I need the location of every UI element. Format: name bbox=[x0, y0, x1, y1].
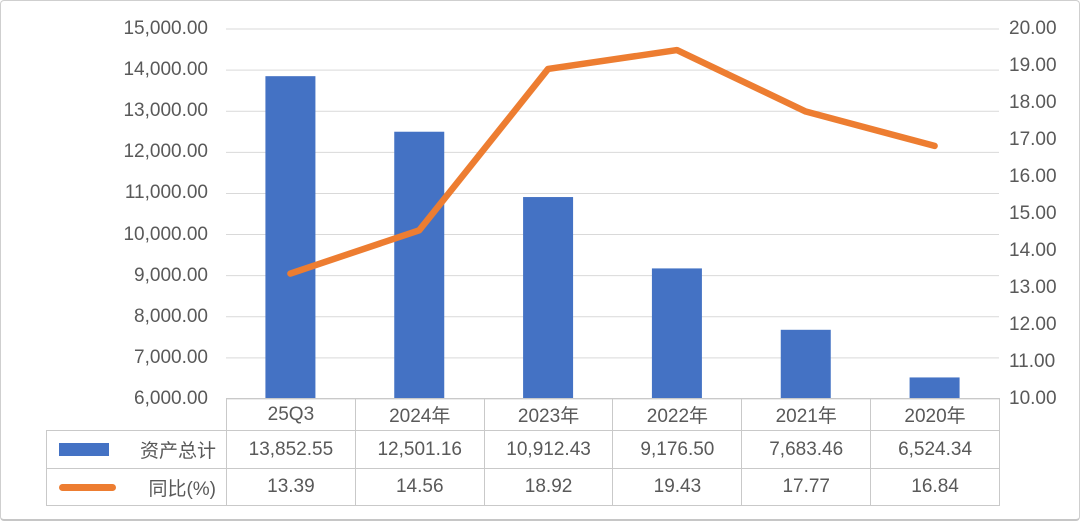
line-series bbox=[287, 46, 938, 277]
data-table: 25Q3 2024年 2023年 2022年 2021年 2020年资产总计 13,852.… bbox=[46, 398, 1000, 506]
bar bbox=[265, 76, 316, 399]
table-header-cell: 2021年 bbox=[741, 398, 872, 431]
table-header-cell: 2024年 bbox=[354, 398, 485, 431]
legend-key: 资产总计 bbox=[48, 436, 226, 463]
y-right-tick-label: 17.00 bbox=[1009, 129, 1057, 150]
y-left-tick-label: 13,000.00 bbox=[123, 100, 208, 122]
y-right-tick-label: 19.00 bbox=[1009, 55, 1057, 76]
y-left-tick-label: 7,000.00 bbox=[134, 346, 208, 368]
y-right-tick-label: 15.00 bbox=[1009, 203, 1057, 224]
y-left-tick-label: 10,000.00 bbox=[123, 223, 208, 245]
table-value-cell: 13,852.55 bbox=[226, 430, 356, 469]
bar bbox=[909, 377, 960, 399]
y-left-tick-label: 14,000.00 bbox=[123, 59, 208, 81]
bar-series-swatch-icon bbox=[59, 443, 109, 456]
table-value-cell: 6,524.34 bbox=[870, 430, 1000, 469]
table-value-cell: 12,501.16 bbox=[354, 430, 485, 469]
table-value-cell: 13.39 bbox=[226, 468, 356, 506]
table-header-cell: 25Q3 bbox=[226, 398, 356, 431]
line-series-swatch-icon bbox=[59, 483, 116, 491]
y-right-tick-label: 14.00 bbox=[1009, 240, 1057, 261]
y-axis-right: 20.00 19.00 18.00 17.00 16.00 15.00 14.00 13.00… bbox=[1009, 1, 1079, 519]
table-row: 资产总计 13,852.55 12,501.16 10,912.43 9,176.50 7… bbox=[46, 430, 1000, 469]
table-value-cell: 16.84 bbox=[870, 468, 1000, 506]
y-right-tick-label: 13.00 bbox=[1009, 277, 1057, 298]
y-right-tick-label: 20.00 bbox=[1009, 18, 1057, 39]
table-value-cell: 14.56 bbox=[354, 468, 485, 506]
table-value-cell: 7,683.46 bbox=[741, 430, 872, 469]
y-right-tick-label: 18.00 bbox=[1009, 92, 1057, 113]
y-left-tick-label: 9,000.00 bbox=[134, 264, 208, 286]
y-axis-left: 15,000.00 14,000.00 13,000.00 12,000.00 11,0… bbox=[1, 1, 208, 519]
table-value-cell: 18.92 bbox=[483, 468, 614, 506]
bar bbox=[523, 197, 574, 399]
table-body: 25Q3 2024年 2023年 2022年 2021年 2020年资产总计 13,852.… bbox=[46, 398, 1000, 506]
legend-cell: 同比(%) bbox=[46, 468, 227, 506]
table-value-cell: 9,176.50 bbox=[612, 430, 743, 469]
table-row: 同比(%) 13.39 14.56 18.92 19.43 17.77 16.84 bbox=[46, 468, 1000, 506]
table-value-cell: 19.43 bbox=[612, 468, 743, 506]
y-right-tick-label: 16.00 bbox=[1009, 166, 1057, 187]
table-header-row: 25Q3 2024年 2023年 2022年 2021年 2020年 bbox=[47, 398, 1000, 431]
table-value-cell: 17.77 bbox=[741, 468, 872, 506]
legend-cell: 资产总计 bbox=[46, 430, 227, 469]
table-header-cell: 2020年 bbox=[870, 398, 1000, 431]
bar bbox=[651, 268, 702, 399]
y-right-tick-label: 10.00 bbox=[1009, 388, 1057, 409]
y-left-tick-label: 8,000.00 bbox=[134, 305, 208, 327]
y-right-tick-label: 11.00 bbox=[1009, 351, 1056, 372]
bar bbox=[394, 131, 445, 399]
bar bbox=[780, 329, 831, 399]
table-header-cell: 2022年 bbox=[612, 398, 743, 431]
y-left-tick-label: 15,000.00 bbox=[123, 18, 208, 39]
series-name-label: 同比(%) bbox=[148, 478, 216, 500]
legend-key: 同比(%) bbox=[48, 474, 226, 501]
series-name-label: 资产总计 bbox=[139, 441, 216, 462]
table-header-cell: 2023年 bbox=[483, 398, 614, 431]
y-left-tick-label: 11,000.00 bbox=[124, 182, 208, 204]
y-left-tick-label: 6,000.00 bbox=[134, 388, 208, 409]
y-right-tick-label: 12.00 bbox=[1009, 314, 1057, 335]
table-value-cell: 10,912.43 bbox=[483, 430, 614, 469]
legend-header-spacer bbox=[47, 399, 227, 431]
y-left-tick-label: 12,000.00 bbox=[123, 141, 208, 163]
